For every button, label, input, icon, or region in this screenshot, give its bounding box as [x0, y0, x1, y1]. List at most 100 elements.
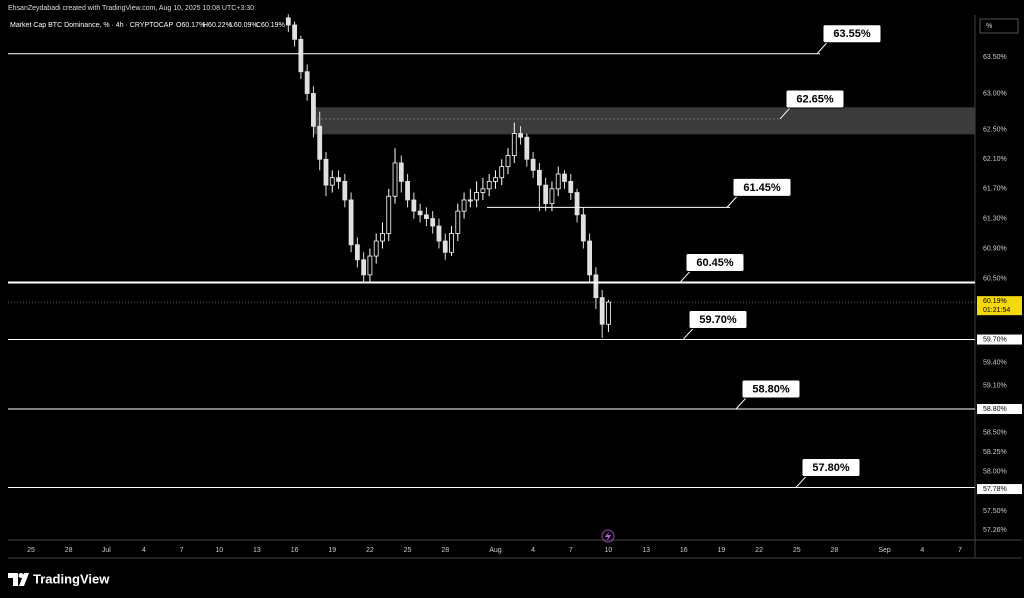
y-tick-label: 60.90% [983, 245, 1007, 252]
candle-body [417, 210, 423, 216]
level-label: 59.70% [699, 314, 737, 326]
level-leader [735, 397, 747, 410]
level-box [822, 24, 882, 44]
x-tick-label: 28 [831, 547, 839, 554]
x-tick-label: 28 [441, 547, 449, 554]
y-tick-label: 62.10% [983, 156, 1007, 163]
level-box [801, 457, 861, 477]
x-tick-label: 19 [718, 547, 726, 554]
candle-body [574, 192, 580, 216]
y-tick-label: 62.50% [983, 127, 1007, 134]
candle-body [599, 297, 605, 325]
ohlc-low: L60.09% [230, 22, 258, 29]
candle-body [348, 199, 354, 246]
candle-body [587, 240, 593, 276]
x-tick-label: Jul [102, 547, 111, 554]
x-tick-label: 13 [253, 547, 261, 554]
x-tick-label: 10 [605, 547, 613, 554]
level-label: 60.45% [696, 257, 734, 269]
level-box [741, 379, 801, 399]
candle-body [524, 136, 530, 160]
symbol-title: Market Cap BTC Dominance, % · 4h · CRYPT… [10, 22, 173, 29]
candle-body [461, 199, 467, 212]
price-marker-box [977, 334, 1022, 345]
candle-body [436, 225, 442, 242]
x-tick-label: 4 [920, 547, 924, 554]
x-tick-label: 28 [65, 547, 73, 554]
level-label: 57.80% [812, 462, 850, 474]
level-leader [679, 271, 691, 283]
candle-body [606, 301, 611, 325]
level-box [732, 177, 792, 197]
candle-body [336, 177, 341, 182]
unit-button[interactable] [979, 18, 1019, 34]
candle-body [562, 173, 567, 182]
candle-body [354, 244, 360, 261]
candle-body [411, 199, 417, 212]
level-label: 58.80% [752, 383, 790, 395]
candle-body [530, 158, 536, 171]
event-bolt [605, 532, 611, 541]
candle-body [499, 166, 505, 179]
candle-body [380, 233, 385, 242]
level-label: 63.55% [833, 28, 871, 40]
last-price-label: 60.19% [983, 298, 1007, 305]
x-tick-label: 25 [404, 547, 412, 554]
candle-body [580, 214, 586, 242]
level-label: 61.45% [743, 182, 781, 194]
y-tick-label: 58.00% [983, 469, 1007, 476]
level-leader [795, 476, 807, 488]
candle-body [311, 93, 316, 127]
candle-body [317, 125, 323, 160]
x-tick-label: 22 [755, 547, 763, 554]
y-tick-label: 63.00% [983, 90, 1007, 97]
price-marker-label: 59.70% [983, 336, 1007, 343]
candle-body [386, 195, 392, 234]
level-leader [726, 196, 738, 208]
x-tick-label: 10 [215, 547, 223, 554]
price-marker-box [977, 404, 1022, 415]
price-marker-label: 57.78% [983, 486, 1007, 493]
price-marker-label: 58.80% [983, 406, 1007, 413]
y-tick-label: 61.30% [983, 215, 1007, 222]
y-tick-label: 57.50% [983, 508, 1007, 515]
candle-body [367, 255, 373, 276]
candle-body [518, 133, 523, 138]
candle-body [505, 155, 511, 168]
level-box [688, 310, 748, 330]
candle-body [511, 133, 517, 156]
x-tick-label: Aug [489, 547, 502, 554]
level-leader [682, 328, 694, 340]
ohlc-close: C60.19% [256, 22, 285, 29]
candle-body [373, 240, 379, 257]
candle-body [361, 259, 367, 276]
x-tick-label: Sep [878, 547, 891, 554]
author-line: EhsanZeydabadi created with TradingView.… [8, 5, 254, 12]
zone-box [785, 89, 845, 109]
candle-body [398, 162, 404, 182]
x-tick-label: 16 [291, 547, 299, 554]
y-tick-label: 59.40% [983, 359, 1007, 366]
x-tick-label: 7 [569, 547, 573, 554]
x-tick-label: 25 [793, 547, 801, 554]
candle-body [430, 218, 436, 227]
y-tick-label: 61.70% [983, 186, 1007, 193]
candle-body [405, 181, 410, 201]
x-tick-label: 4 [142, 547, 146, 554]
event-icon[interactable] [601, 529, 615, 543]
zone [313, 107, 975, 135]
x-tick-label: 22 [366, 547, 374, 554]
zone-label: 62.65% [796, 93, 834, 105]
level-leader [816, 42, 828, 55]
candle-body [298, 38, 304, 73]
x-tick-label: 25 [27, 547, 35, 554]
x-tick-label: 13 [642, 547, 650, 554]
y-tick-label: 58.25% [983, 449, 1007, 456]
price-marker-box [977, 484, 1022, 495]
zone-leader [779, 107, 791, 120]
candle-body [292, 24, 297, 40]
candle-body [449, 233, 454, 253]
